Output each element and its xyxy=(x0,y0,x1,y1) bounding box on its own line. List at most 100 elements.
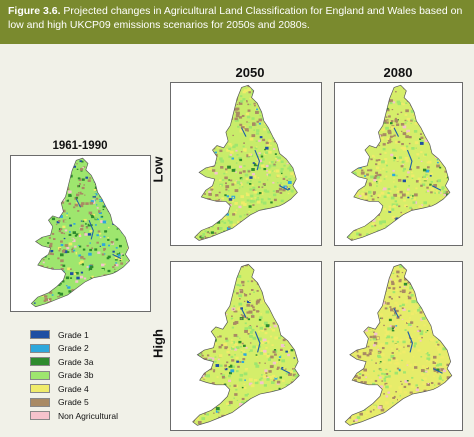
land-cell xyxy=(197,157,200,159)
land-cell xyxy=(358,283,362,287)
land-cell xyxy=(228,98,231,101)
land-cell xyxy=(200,363,203,365)
land-cell xyxy=(263,423,266,426)
land-cell xyxy=(443,91,445,93)
land-cell xyxy=(31,284,32,287)
land-cell xyxy=(202,311,206,314)
land-cell xyxy=(304,408,307,410)
land-cell xyxy=(426,207,429,210)
land-cell xyxy=(437,111,441,115)
land-cell xyxy=(399,314,402,317)
land-cell xyxy=(260,155,264,158)
legend-swatch xyxy=(30,330,50,340)
land-cell xyxy=(133,226,136,229)
land-cell xyxy=(410,171,413,174)
land-cell xyxy=(249,349,253,352)
land-cell xyxy=(191,218,195,221)
land-cell xyxy=(300,358,302,360)
land-cell xyxy=(439,197,442,199)
land-cell xyxy=(419,232,423,236)
coastline xyxy=(30,157,131,308)
land-cell xyxy=(409,93,413,97)
land-cell xyxy=(428,204,431,207)
land-cell xyxy=(375,362,377,364)
land-cell xyxy=(90,277,93,279)
land-cell xyxy=(80,212,82,214)
land-cell xyxy=(436,280,440,283)
land-cell xyxy=(399,131,401,133)
land-cell xyxy=(288,293,292,296)
land-cell xyxy=(404,417,407,419)
land-cell xyxy=(232,134,234,137)
land-cell xyxy=(252,200,256,203)
land-cell xyxy=(270,421,275,425)
land-cell xyxy=(406,120,408,122)
land-cell xyxy=(42,295,44,297)
land-cell xyxy=(283,415,286,417)
land-cell xyxy=(266,378,270,381)
land-cell xyxy=(387,270,391,274)
land-cell xyxy=(235,85,239,87)
land-cell xyxy=(43,249,47,252)
land-cell xyxy=(409,335,413,339)
land-cell xyxy=(126,310,128,311)
land-cell xyxy=(92,291,97,294)
land-cell xyxy=(347,155,351,159)
land-cell xyxy=(429,183,432,186)
land-cell xyxy=(97,218,99,221)
land-cell xyxy=(266,143,271,147)
land-cell xyxy=(256,108,258,111)
land-cell xyxy=(414,330,416,332)
land-cell xyxy=(441,334,444,337)
land-cell xyxy=(407,88,411,92)
land-cell xyxy=(448,144,450,146)
land-cell xyxy=(290,104,293,106)
land-cell xyxy=(297,370,300,373)
land-cell xyxy=(263,321,268,325)
land-cell xyxy=(368,123,372,127)
land-cell xyxy=(401,383,403,385)
land-cell xyxy=(429,85,434,87)
land-cell xyxy=(200,203,204,207)
land-cell xyxy=(208,314,212,317)
land-cell xyxy=(392,280,397,284)
land-cell xyxy=(243,300,246,302)
land-cell xyxy=(372,134,376,137)
land-cell xyxy=(59,204,61,206)
land-cell xyxy=(256,198,260,202)
land-cell xyxy=(33,269,37,273)
legend-swatch xyxy=(30,411,50,421)
land-cell xyxy=(421,373,425,376)
land-cell xyxy=(267,197,271,201)
land-cell xyxy=(372,409,375,411)
land-cell xyxy=(77,160,81,163)
land-cell xyxy=(390,308,394,312)
land-cell xyxy=(97,303,100,306)
land-cell xyxy=(419,402,421,405)
land-cell xyxy=(277,105,280,107)
land-cell xyxy=(272,239,277,241)
land-cell xyxy=(365,221,368,224)
land-cell xyxy=(107,304,111,307)
land-cell xyxy=(441,238,445,241)
land-cell xyxy=(72,231,77,235)
land-cell xyxy=(252,204,255,206)
land-cell xyxy=(275,295,278,297)
land-cell xyxy=(298,182,301,184)
land-cell xyxy=(54,173,56,175)
land-cell xyxy=(248,400,252,404)
land-cell xyxy=(246,328,248,330)
land-cell xyxy=(453,338,457,341)
land-cell xyxy=(90,166,94,170)
land-cell xyxy=(213,306,218,310)
land-cell xyxy=(111,276,114,278)
land-cell xyxy=(96,204,98,206)
land-cell xyxy=(427,223,431,226)
land-cell xyxy=(405,135,409,139)
land-cell xyxy=(288,296,292,300)
land-cell xyxy=(404,320,409,324)
land-cell xyxy=(437,301,440,305)
land-cell xyxy=(217,412,220,414)
land-cell xyxy=(345,397,346,401)
land-cell xyxy=(384,158,388,161)
